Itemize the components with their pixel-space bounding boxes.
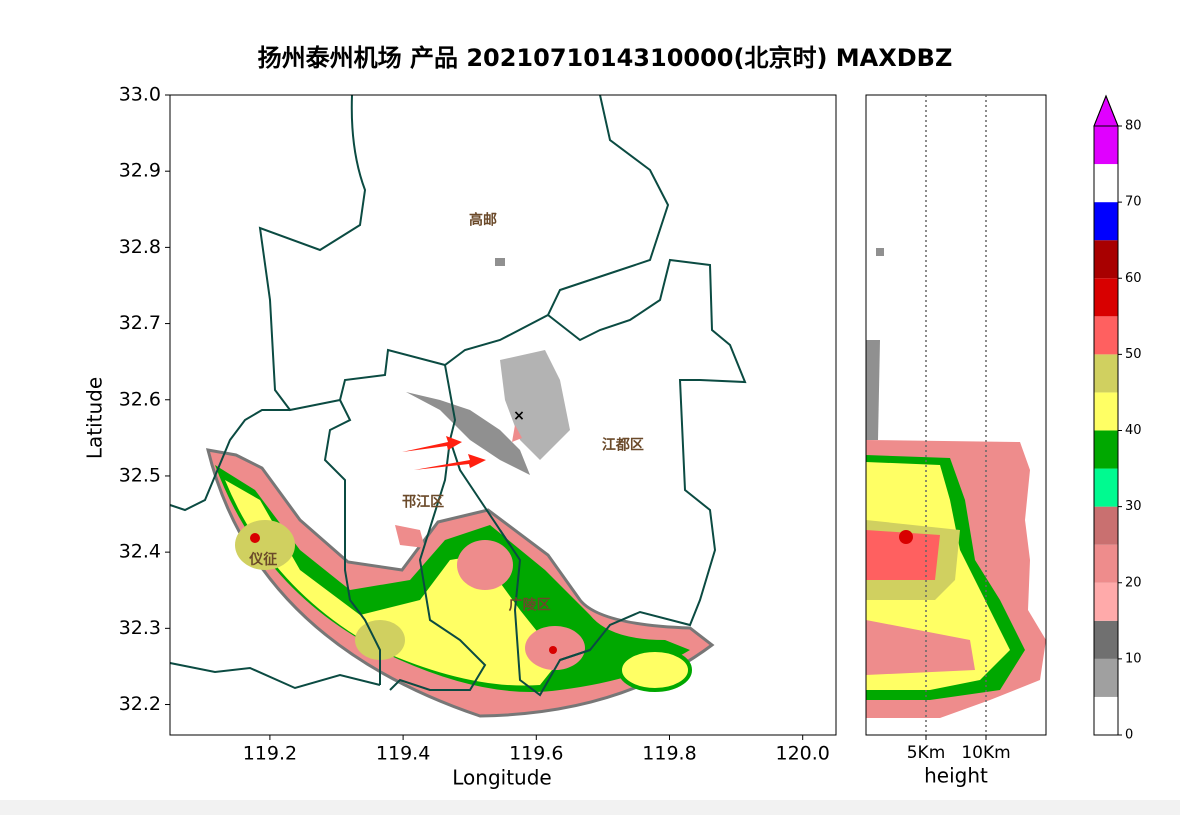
x-tick-label: 119.2 — [243, 743, 297, 765]
place-label: 仪征 — [248, 551, 277, 568]
x-tick-label: 119.4 — [376, 743, 430, 765]
colorbar-tick-label: 10 — [1125, 651, 1142, 666]
x-axis-label: height — [924, 764, 988, 788]
radar-echo — [205, 258, 715, 718]
y-tick-label: 32.2 — [119, 693, 161, 715]
colorbar-tick-label: 40 — [1125, 423, 1142, 438]
colorbar-segment — [1094, 392, 1118, 431]
place-label: 江都区 — [602, 436, 644, 453]
profile-frame — [865, 94, 1047, 736]
x-tick-label: 5Km — [907, 743, 946, 763]
colorbar-tick-label: 60 — [1125, 271, 1142, 286]
colorbar-tick-label: 80 — [1125, 119, 1142, 134]
colorbar-segment — [1094, 620, 1118, 659]
arrow — [402, 436, 486, 470]
y-tick-label: 32.6 — [119, 388, 161, 410]
x-tick-label: 119.8 — [642, 743, 696, 765]
map-frame — [169, 94, 837, 736]
colorbar-segment — [1094, 202, 1118, 241]
footer-strip — [0, 800, 1180, 815]
colorbar-tick-label: 30 — [1125, 499, 1142, 514]
y-tick-label: 33.0 — [119, 84, 161, 106]
place-label: 广陵区 — [509, 596, 551, 613]
colorbar-segment — [1094, 240, 1118, 279]
colorbar-extend — [1093, 94, 1119, 127]
colorbar-tick-label: 0 — [1125, 728, 1133, 743]
y-axis-label: Latitude — [83, 377, 107, 459]
boundary — [169, 94, 747, 697]
x-tick-label: 10Km — [961, 743, 1010, 763]
place-label: 高邮 — [469, 212, 497, 229]
y-tick-label: 32.9 — [119, 160, 161, 182]
colorbar-segment — [1094, 696, 1118, 735]
colorbar-segment — [1094, 278, 1118, 317]
colorbar-tick-label: 70 — [1125, 195, 1142, 210]
y-tick-label: 32.8 — [119, 236, 161, 258]
colorbar-segment — [1094, 506, 1118, 545]
colorbar-segment — [1094, 658, 1118, 697]
colorbar-segment — [1094, 430, 1118, 469]
chart-title: 扬州泰州机场 产品 2021071014310000(北京时) MAXDBZ — [258, 44, 953, 72]
x-tick-label: 120.0 — [775, 743, 829, 765]
colorbar-segment — [1094, 468, 1118, 507]
place-label: 邗江区 — [402, 494, 444, 511]
colorbar-segment — [1094, 164, 1118, 203]
colorbar-segment — [1094, 316, 1118, 355]
colorbar-tick-label: 50 — [1125, 347, 1142, 362]
x-axis-label: Longitude — [452, 766, 551, 790]
y-tick-label: 32.4 — [119, 541, 161, 563]
x-tick-label: 119.6 — [509, 743, 563, 765]
profile-echo — [866, 248, 1046, 718]
colorbar-segment — [1094, 354, 1118, 393]
colorbar-segment — [1094, 582, 1118, 621]
radar-site: × — [513, 408, 525, 424]
colorbar-segment — [1094, 544, 1118, 583]
y-tick-label: 32.7 — [119, 312, 161, 334]
colorbar-tick-label: 20 — [1125, 575, 1142, 590]
colorbar-segment — [1094, 126, 1118, 165]
chart-layer: 119.2 119.4 119.6 119.8 120.0 32.2 32.3 32.4 32.… — [119, 84, 1142, 765]
y-tick-label: 32.5 — [119, 464, 161, 486]
y-tick-label: 32.3 — [119, 617, 161, 639]
